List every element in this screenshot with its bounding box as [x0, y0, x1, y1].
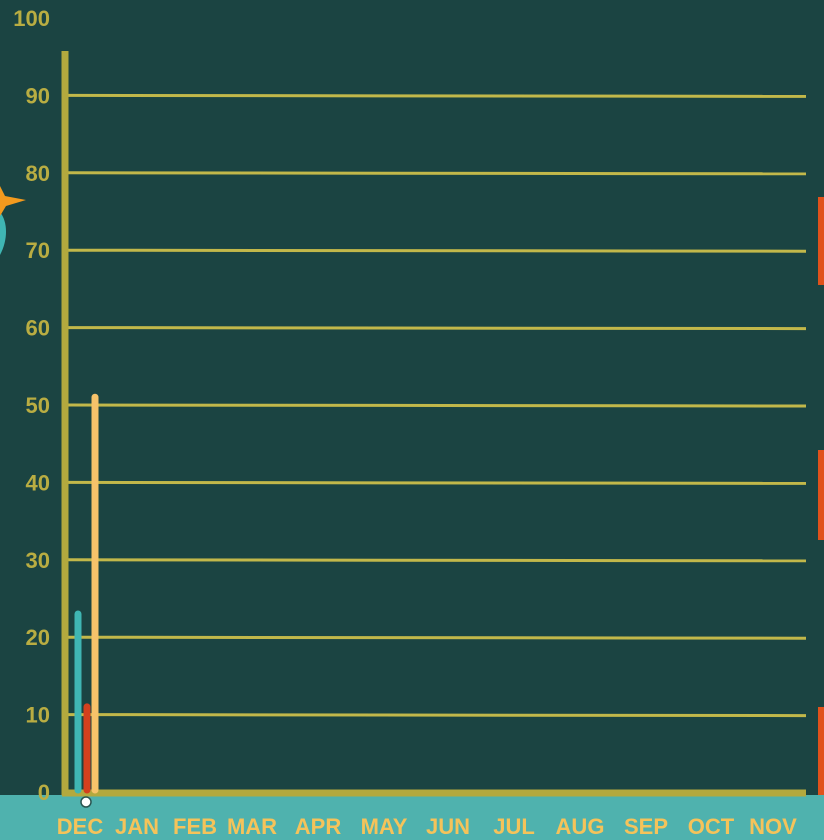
x-tick-label-feb: FEB	[173, 814, 217, 839]
bars	[74, 393, 99, 794]
y-tick-label: 100	[13, 6, 50, 31]
starburst-icon	[0, 186, 26, 216]
gridlines	[67, 93, 807, 718]
y-tick-label: 60	[26, 316, 50, 341]
y-tick-label: 0	[38, 780, 50, 805]
gridline-20	[67, 635, 807, 640]
decorations	[0, 186, 824, 840]
orange-tab-shape	[818, 450, 824, 540]
gridline-40	[67, 480, 807, 485]
axis-handle-marker	[80, 796, 92, 808]
gridline-10	[67, 713, 807, 718]
y-tick-label: 70	[26, 238, 50, 263]
y-tick-label: 10	[26, 703, 50, 728]
orange-tab-shape	[818, 707, 824, 797]
x-tick-label-may: MAY	[361, 814, 408, 839]
gridline-50	[67, 403, 807, 408]
x-tick-label-sep: SEP	[624, 814, 668, 839]
x-tick-label-aug: AUG	[556, 814, 605, 839]
x-tick-label-mar: MAR	[227, 814, 277, 839]
orange-tab-shape	[818, 197, 824, 285]
y-tick-label: 90	[26, 83, 50, 108]
y-axis-ticks: 0 10 20 30 40 50 60 70 80 90 100	[13, 6, 50, 805]
footer-band	[0, 795, 824, 840]
y-tick-label: 50	[26, 393, 50, 418]
x-tick-label-dec: DEC	[57, 814, 104, 839]
x-tick-label-oct: OCT	[688, 814, 735, 839]
gridline-70	[67, 248, 807, 253]
x-axis-ticks: DEC JAN FEB MAR APR MAY JUN JUL AUG SEP OCT NOV	[57, 814, 797, 839]
gridline-90	[67, 93, 807, 98]
y-tick-label: 40	[26, 470, 50, 495]
teal-shape-left	[0, 212, 6, 255]
x-tick-label-apr: APR	[295, 814, 342, 839]
gridline-60	[67, 326, 807, 331]
y-tick-label: 20	[26, 625, 50, 650]
x-tick-label-jun: JUN	[426, 814, 470, 839]
x-tick-label-jul: JUL	[493, 814, 535, 839]
gridline-30	[67, 558, 807, 563]
x-tick-label-nov: NOV	[749, 814, 797, 839]
y-tick-label: 30	[26, 548, 50, 573]
x-tick-label-jan: JAN	[115, 814, 159, 839]
y-tick-label: 80	[26, 161, 50, 186]
gridline-80	[67, 171, 807, 176]
axes	[61, 51, 806, 808]
